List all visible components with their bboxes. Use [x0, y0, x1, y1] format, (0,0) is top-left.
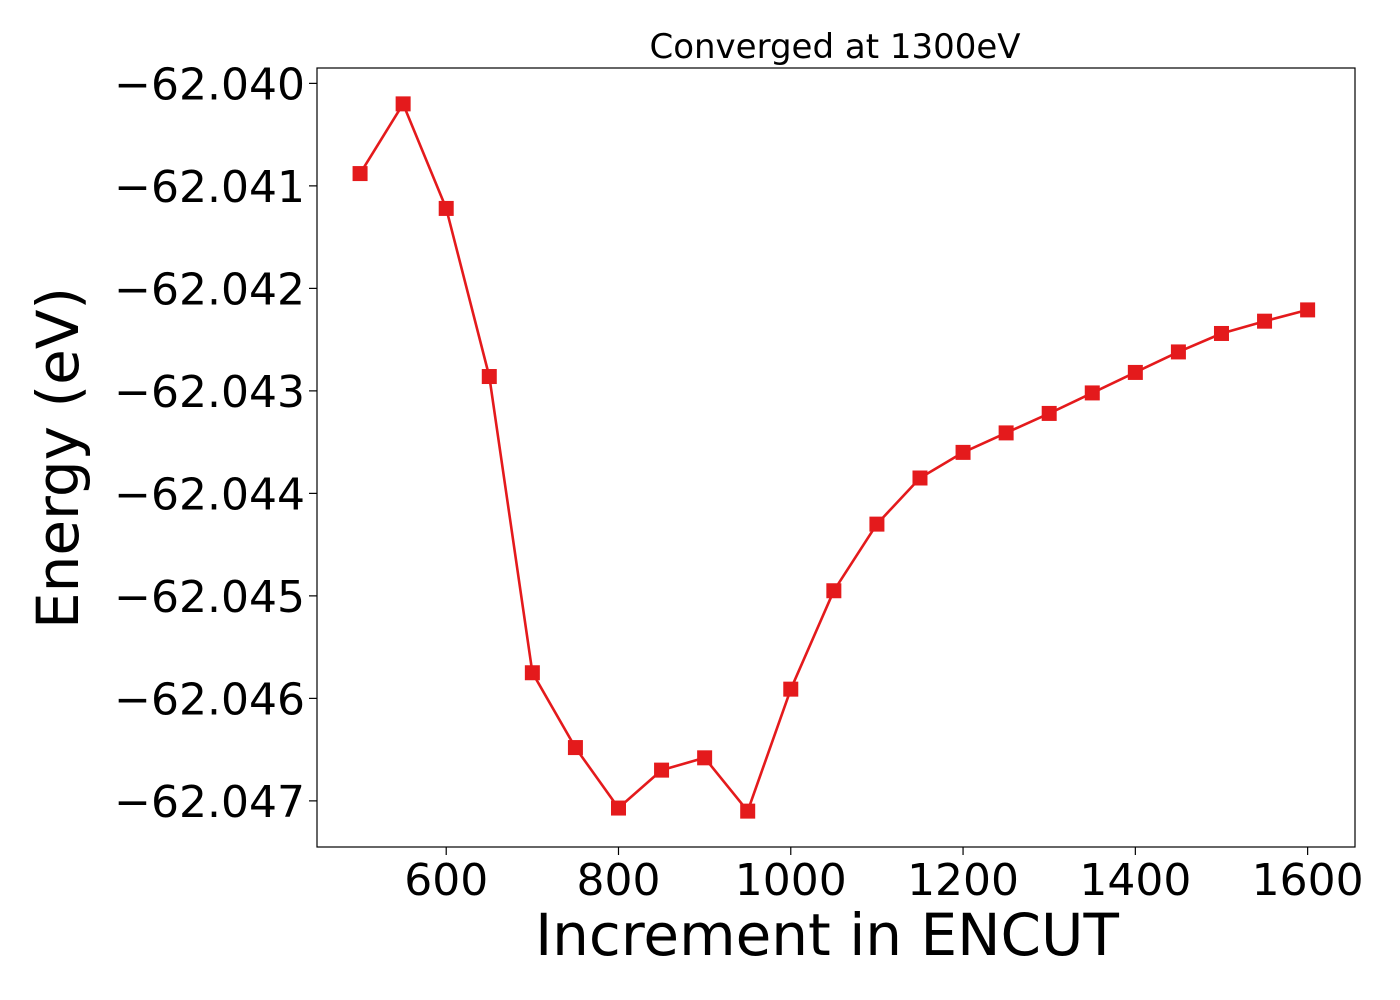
- data-point-marker: [826, 583, 842, 599]
- data-point-marker: [1170, 344, 1186, 360]
- data-point-marker: [1041, 405, 1057, 421]
- data-point-marker: [998, 425, 1014, 441]
- data-point-marker: [1300, 302, 1316, 318]
- data-point-marker: [869, 516, 885, 532]
- y-tick-label: −62.041: [114, 162, 305, 213]
- chart-title: Converged at 1300eV: [649, 27, 1020, 67]
- data-point-marker: [1257, 313, 1273, 329]
- x-tick-label: 1200: [907, 855, 1019, 906]
- x-tick-label: 1400: [1079, 855, 1191, 906]
- series-line: [358, 102, 1308, 813]
- data-point-marker: [567, 740, 583, 756]
- data-point-marker: [395, 96, 411, 112]
- y-axis-label: Energy (eV): [24, 287, 92, 629]
- data-point-marker: [1213, 325, 1229, 341]
- x-tick-label: 1600: [1252, 855, 1364, 906]
- y-axis-ticks: −62.040 −62.041 −62.042 −62.043 −62.044 −62.0…: [114, 59, 317, 828]
- data-point-marker: [955, 444, 971, 460]
- x-tick-label: 600: [404, 855, 488, 906]
- data-point-marker: [438, 200, 454, 216]
- x-axis-ticks: 600 800 1000 1200 1400 1600: [404, 847, 1364, 906]
- y-tick-label: −62.040: [114, 59, 305, 110]
- x-tick-label: 1000: [735, 855, 847, 906]
- y-tick-label: −62.046: [114, 674, 305, 725]
- x-tick-label: 800: [577, 855, 661, 906]
- data-point-marker: [654, 762, 670, 778]
- data-point-marker: [740, 803, 756, 819]
- data-point-marker: [783, 681, 799, 697]
- data-point-marker: [1084, 385, 1100, 401]
- data-point-marker: [912, 470, 928, 486]
- data-point-marker: [524, 665, 540, 681]
- data-point-marker: [1127, 364, 1143, 380]
- data-point-marker: [610, 800, 626, 816]
- y-tick-label: −62.045: [114, 572, 305, 623]
- y-tick-label: −62.047: [114, 777, 305, 828]
- y-tick-label: −62.042: [114, 264, 305, 315]
- y-tick-label: −62.044: [114, 469, 305, 520]
- data-point-marker: [697, 750, 713, 766]
- data-point-marker: [352, 166, 368, 182]
- x-axis-label: Increment in ENCUT: [535, 901, 1119, 969]
- data-point-marker: [481, 369, 497, 385]
- y-tick-label: −62.043: [114, 367, 305, 418]
- plot-frame: [316, 67, 1356, 848]
- plot-area: [352, 96, 1316, 819]
